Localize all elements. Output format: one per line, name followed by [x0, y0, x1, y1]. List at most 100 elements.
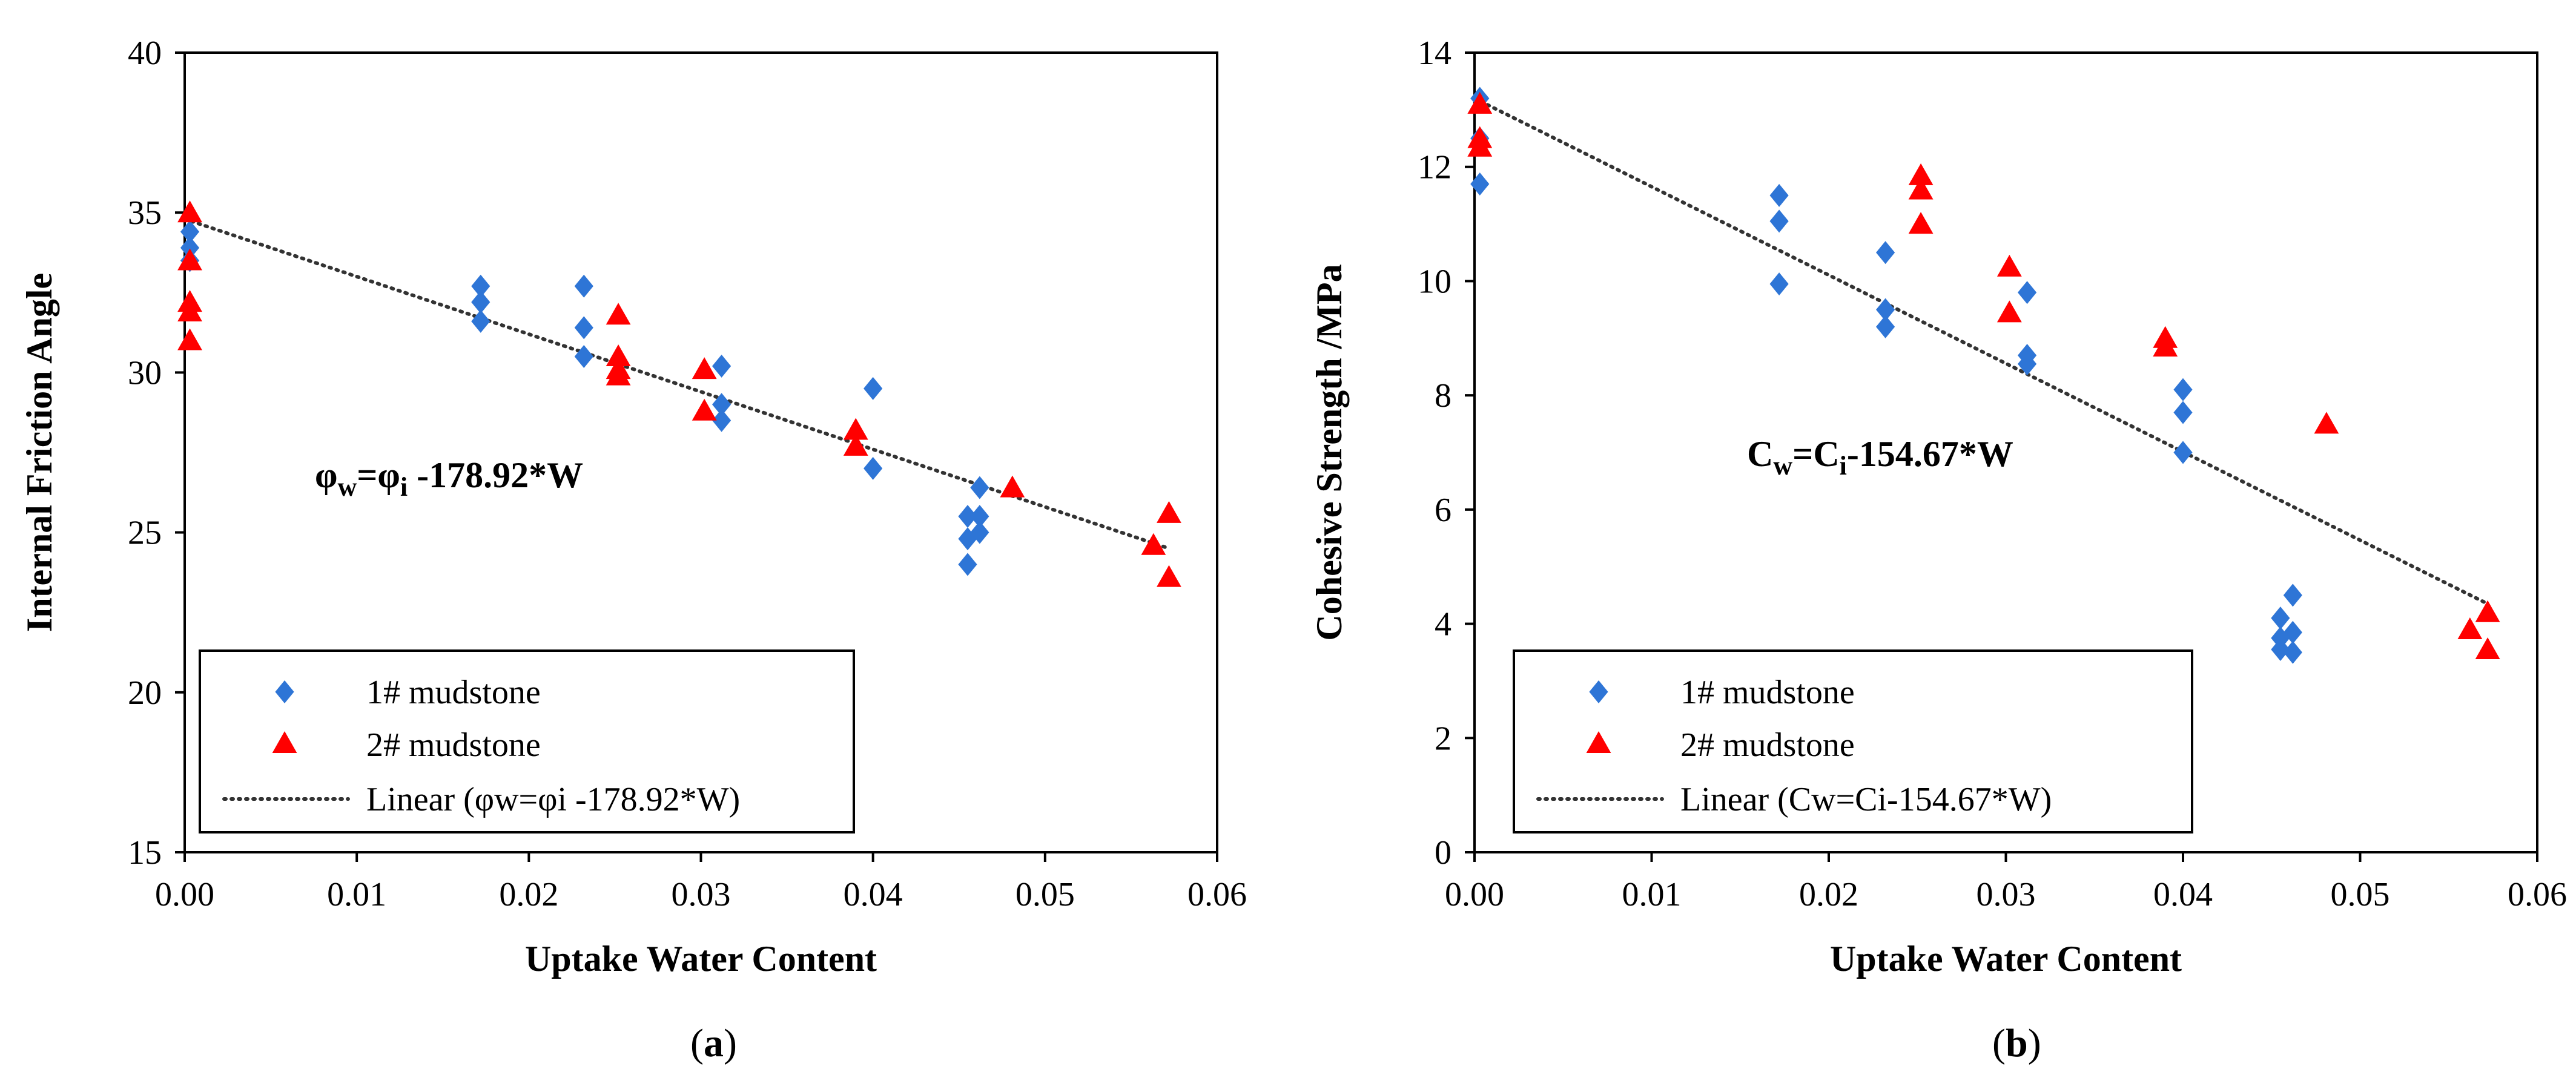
caption-letter: a: [704, 1021, 724, 1065]
data-point-series-1: [2283, 620, 2302, 644]
legend-swatch-series-1: [1589, 680, 1608, 703]
caption-letter: b: [2006, 1021, 2028, 1065]
legend-label: 1# mudstone: [1680, 674, 1855, 711]
data-point-series-1: [180, 220, 200, 243]
data-point-series-2: [1996, 300, 2022, 323]
x-tick-label: 0.01: [327, 876, 386, 913]
x-tick-label: 0.02: [1799, 876, 1858, 913]
data-point-series-1: [2018, 281, 2037, 304]
x-axis-title: Uptake Water Content: [1830, 939, 2182, 979]
x-tick-label: 0.06: [1187, 876, 1247, 913]
legend-label: Linear (φw=φi -178.92*W): [366, 781, 740, 818]
equation-part: -178.92*W: [408, 455, 583, 495]
data-point-series-1: [1769, 183, 1789, 207]
data-point-series-2: [2475, 600, 2500, 622]
data-point-series-2: [1908, 177, 1934, 200]
data-point-series-2: [1000, 475, 1025, 498]
data-point-series-1: [864, 456, 883, 480]
x-tick-label: 0.05: [1016, 876, 1075, 913]
data-point-series-2: [692, 398, 717, 421]
equation-part: C: [1747, 434, 1773, 474]
data-point-series-1: [2018, 352, 2037, 376]
x-tick-label: 0.06: [2508, 876, 2567, 913]
data-point-series-1: [970, 505, 989, 528]
data-point-series-1: [574, 274, 593, 298]
equation-subscript: i: [1840, 451, 1847, 481]
data-point-series-2: [177, 200, 202, 223]
x-tick-label: 0.00: [155, 876, 214, 913]
y-tick-label: 0: [1435, 834, 1451, 872]
data-point-series-1: [958, 553, 977, 576]
y-axis-title: Cohesive Strength /MPa: [1309, 264, 1349, 640]
data-point-series-2: [1141, 533, 1166, 555]
data-point-series-1: [1876, 315, 1895, 338]
data-point-series-2: [1467, 91, 1493, 114]
legend-label: 2# mudstone: [1680, 726, 1855, 764]
equation-subscript: i: [400, 472, 408, 502]
data-point-series-1: [1769, 272, 1789, 296]
data-point-series-1: [864, 376, 883, 400]
data-point-series-1: [2271, 607, 2290, 630]
x-tick-label: 0.04: [844, 876, 903, 913]
y-tick-label: 20: [128, 674, 162, 712]
x-tick-label: 0.00: [1445, 876, 1504, 913]
legend-box: [1513, 649, 2193, 833]
data-point-series-1: [712, 393, 732, 416]
data-point-series-1: [2283, 640, 2302, 664]
legend-swatch-series-2: [1586, 731, 1611, 753]
equation-part: =φ: [357, 455, 400, 495]
data-point-series-2: [177, 328, 202, 350]
data-point-series-2: [843, 418, 868, 440]
data-point-series-1: [471, 309, 490, 333]
legend-label: 2# mudstone: [366, 726, 541, 764]
data-point-series-1: [574, 344, 593, 368]
caption-paren-open: (: [690, 1021, 704, 1065]
data-point-series-2: [2475, 637, 2500, 660]
trendline: [183, 217, 1171, 551]
data-point-series-2: [692, 357, 717, 380]
equation-annotation: Cw=Ci-154.67*W: [1747, 434, 2013, 481]
y-tick-label: 35: [128, 194, 162, 232]
chart-b: 0.00 0.01 0.02 0.03 0.04 0.05 0.06 0 2 4 6 8 10 12 14 U…: [1309, 35, 2567, 1065]
data-point-series-2: [606, 303, 631, 325]
data-point-series-2: [606, 363, 631, 386]
y-tick-label: 30: [128, 354, 162, 392]
data-point-series-2: [1908, 163, 1934, 185]
chart-a: 0.00 0.01 0.02 0.03 0.04 0.05 0.06 15 20 25 30 35 40…: [19, 35, 1247, 1065]
x-tick-label: 0.02: [499, 876, 558, 913]
data-point-series-1: [2173, 378, 2193, 401]
data-point-series-1: [471, 291, 490, 314]
data-point-series-2: [2314, 412, 2339, 434]
data-point-series-2: [2457, 617, 2483, 640]
y-tick-label: 8: [1435, 377, 1451, 415]
data-point-series-1: [574, 316, 593, 340]
panel-caption: (a): [690, 1021, 737, 1065]
trendline: [1473, 96, 2490, 606]
equation-subscript: w: [1773, 451, 1792, 481]
data-point-series-1: [471, 274, 490, 298]
legend-box: [199, 649, 855, 833]
data-point-series-2: [177, 300, 202, 322]
data-point-series-1: [2173, 401, 2193, 424]
panel-caption: (b): [1992, 1021, 2041, 1065]
data-point-series-1: [958, 505, 977, 528]
data-point-series-1: [2173, 441, 2193, 464]
y-tick-label: 40: [128, 35, 162, 72]
legend-swatch-series-2: [272, 731, 297, 753]
x-tick-label: 0.05: [2331, 876, 2390, 913]
data-point-series-2: [843, 433, 868, 456]
legend-swatch-series-1: [275, 680, 294, 703]
caption-paren-close: ): [2028, 1021, 2041, 1065]
y-axis-title: Internal Friction Angle: [19, 273, 59, 632]
y-tick-label: 4: [1435, 606, 1451, 643]
y-tick-label: 25: [128, 514, 162, 552]
data-point-series-2: [1157, 501, 1181, 523]
data-point-series-1: [180, 236, 200, 260]
x-tick-label: 0.03: [672, 876, 731, 913]
data-point-series-2: [606, 344, 631, 366]
data-point-series-2: [177, 248, 202, 271]
y-tick-label: 2: [1435, 720, 1451, 757]
data-point-series-1: [1470, 173, 1490, 196]
data-point-series-2: [1467, 134, 1493, 157]
